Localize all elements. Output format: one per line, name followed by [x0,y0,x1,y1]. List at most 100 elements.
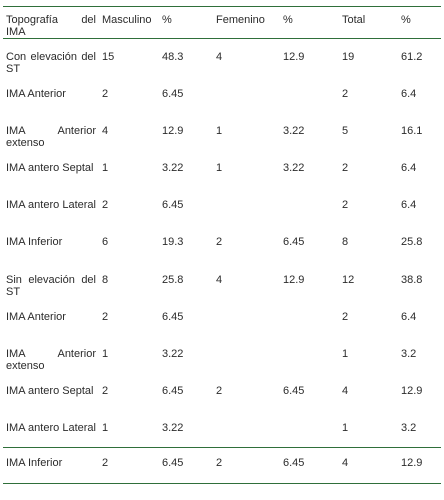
table-body: Con elevación del ST 15 48.3 4 12.9 19 6… [3,39,441,485]
cell-total: 2 [342,87,349,100]
cell-topografia: IMA Anterior [6,87,66,100]
cell-masculino: 15 [102,51,115,63]
cell-femenino-percent: 6.45 [283,236,305,249]
cell-total: 4 [342,385,349,398]
cell-femenino-percent [283,187,342,224]
cell-femenino-percent: 12.9 [283,51,305,63]
cell-masculino: 1 [102,422,109,435]
cell-femenino: 1 [216,162,223,175]
cell-topografia: IMA antero Lateral [6,422,96,435]
cell-masculino-percent: 6.45 [162,87,184,100]
cell-topografia: IMA Anterior extenso [6,348,96,372]
table-row: IMA Inferior 2 6.45 2 6.45 4 12.9 [3,447,441,485]
cell-masculino-percent: 3.22 [162,348,184,360]
cell-total-percent: 6.4 [401,162,417,175]
cell-femenino-percent [283,76,342,113]
cell-femenino [216,76,283,113]
cell-topografia: IMA Anterior [6,310,66,323]
cell-total-percent: 6.4 [401,310,417,323]
cell-femenino-percent [283,410,342,447]
cell-femenino: 1 [216,124,223,137]
cell-masculino-percent: 6.45 [162,310,184,323]
table-row: IMA Anterior extenso 4 12.9 1 3.22 5 16.… [3,113,441,150]
table-row: IMA antero Septal 2 6.45 2 6.45 4 12.9 [3,373,441,410]
table-row: IMA antero Septal 1 3.22 1 3.22 2 6.4 [3,150,441,187]
cell-total-percent: 6.4 [401,87,417,100]
table-row: IMA antero Lateral 2 6.45 2 6.4 [3,187,441,224]
cell-femenino [216,299,283,336]
cell-femenino [216,410,283,447]
cell-topografia: IMA antero Septal [6,162,94,175]
cell-total-percent: 25.8 [401,236,423,249]
cell-topografia: IMA antero Septal [6,385,94,398]
cell-total-percent: 61.2 [401,51,423,63]
cell-total: 2 [342,199,349,212]
cell-total: 4 [342,447,401,485]
cell-total-percent: 38.8 [401,273,423,286]
cell-total: 8 [342,236,349,249]
cell-total: 2 [342,162,349,175]
cell-femenino: 2 [216,447,283,485]
cell-masculino: 2 [102,199,109,212]
cell-total-percent: 12.9 [401,385,423,398]
cell-topografia: Con elevación del ST [6,51,96,75]
cell-masculino-percent: 25.8 [162,273,184,286]
cell-total-percent: 6.4 [401,199,417,212]
cell-masculino: 2 [102,447,162,485]
cell-topografia: IMA Inferior [3,447,102,485]
table-row: IMA Anterior extenso 1 3.22 1 3.2 [3,336,441,373]
table-row: IMA Anterior 2 6.45 2 6.4 [3,299,441,336]
cell-masculino-percent: 3.22 [162,422,184,435]
cell-masculino-percent: 3.22 [162,162,184,175]
cell-femenino [216,187,283,224]
cell-masculino-percent: 19.3 [162,236,184,249]
cell-masculino: 1 [102,162,109,175]
cell-masculino-percent: 6.45 [162,447,216,485]
table-row: IMA Inferior 6 19.3 2 6.45 8 25.8 [3,224,441,261]
cell-masculino: 8 [102,273,109,286]
header-topografia: Topografía del IMA [6,14,96,38]
cell-masculino: 2 [102,310,109,323]
header-masculino-percent: % [162,14,172,26]
cell-total: 12 [342,273,355,286]
cell-femenino [216,336,283,373]
cell-total-percent: 3.2 [401,348,417,360]
cell-femenino: 2 [216,385,223,398]
cell-femenino-percent: 6.45 [283,447,342,485]
cell-femenino-percent: 6.45 [283,385,305,398]
cell-total-percent: 12.9 [401,447,441,485]
cell-masculino: 2 [102,385,109,398]
table-row: IMA antero Lateral 1 3.22 1 3.2 [3,410,441,447]
cell-femenino: 4 [216,51,223,63]
cell-masculino-percent: 6.45 [162,385,184,398]
cell-masculino-percent: 48.3 [162,51,184,63]
cell-topografia: IMA antero Lateral [6,199,96,212]
cell-masculino-percent: 12.9 [162,124,184,137]
table-header: Topografía del IMA Masculino % Femenino … [3,6,441,39]
cell-total-percent: 3.2 [401,422,417,435]
cell-total-percent: 16.1 [401,124,423,137]
header-femenino: Femenino [216,14,265,26]
header-total-percent: % [401,14,411,26]
header-total: Total [342,14,366,26]
cell-femenino-percent: 12.9 [283,273,305,286]
cell-femenino-percent: 3.22 [283,162,305,175]
cell-masculino: 4 [102,124,109,137]
cell-topografia: Sin elevación del ST [6,273,96,298]
cell-total: 5 [342,124,349,137]
cell-masculino: 6 [102,236,109,249]
cell-total: 2 [342,310,349,323]
cell-masculino: 2 [102,87,109,100]
table-row: Con elevación del ST 15 48.3 4 12.9 19 6… [3,39,441,76]
cell-total: 19 [342,51,355,63]
cell-femenino-percent [283,299,342,336]
cell-topografia: IMA Inferior [6,236,63,249]
cell-femenino-percent: 3.22 [283,124,305,137]
header-masculino: Masculino [102,14,152,26]
cell-masculino: 1 [102,348,109,360]
table-row: IMA Anterior 2 6.45 2 6.4 [3,76,441,113]
cell-femenino: 4 [216,273,223,286]
header-femenino-percent: % [283,14,293,26]
cell-topografia: IMA Anterior extenso [6,124,96,149]
